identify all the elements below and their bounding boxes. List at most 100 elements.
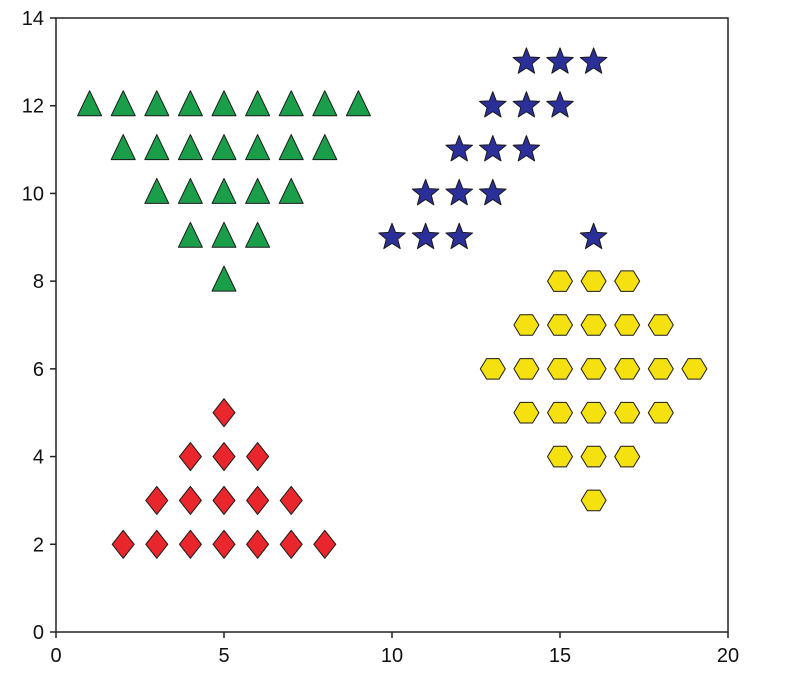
star-point (445, 178, 473, 206)
hexagon-point (547, 270, 573, 292)
y-tick-label: 10 (22, 183, 44, 205)
triangle-point (312, 134, 338, 161)
diamond-point (178, 442, 202, 472)
hexagon-point (513, 401, 540, 424)
triangle-point (177, 221, 203, 248)
diamond-point (145, 485, 169, 515)
star-point (411, 178, 440, 206)
triangle-point (177, 177, 203, 204)
triangle-point (110, 90, 136, 117)
triangle-point (211, 265, 237, 292)
star-point (512, 47, 541, 74)
diamond-point (212, 442, 236, 472)
hexagon-point (580, 489, 607, 512)
diamond-point (246, 529, 270, 559)
x-axis: 0 5 10 15 20 (50, 632, 739, 667)
hexagon-point (614, 445, 641, 468)
star-point (579, 47, 608, 74)
hexagon-point (580, 401, 607, 424)
star-point (479, 178, 507, 206)
y-tick-label: 6 (33, 359, 44, 381)
triangle-point (245, 221, 271, 248)
y-tick-label: 0 (33, 622, 44, 644)
x-tick-label: 0 (50, 645, 61, 667)
hexagon-series (479, 270, 708, 512)
triangle-series (77, 90, 371, 292)
hexagon-point (547, 314, 573, 336)
diamond-point (212, 529, 236, 559)
triangle-point (110, 134, 136, 161)
x-tick-label: 15 (549, 645, 571, 667)
star-series (378, 47, 608, 250)
star-point (546, 91, 574, 118)
diamond-point (145, 529, 169, 559)
hexagon-point (580, 445, 607, 468)
x-tick-label: 5 (218, 645, 229, 667)
hexagon-point (614, 314, 641, 336)
hexagon-point (547, 358, 573, 380)
diamond-point (279, 485, 303, 515)
hexagon-point (681, 358, 708, 380)
star-point (445, 135, 473, 162)
hexagon-point (614, 401, 641, 424)
diamond-point (212, 485, 236, 515)
y-tick-label: 4 (33, 447, 44, 469)
hexagon-point (580, 270, 607, 292)
star-point (445, 222, 473, 250)
star-point (546, 47, 574, 74)
hexagon-point (614, 270, 641, 292)
y-tick-label: 12 (22, 96, 44, 118)
star-point (479, 91, 507, 118)
triangle-point (278, 177, 304, 204)
diamond-point (313, 529, 337, 559)
triangle-point (211, 177, 237, 204)
triangle-point (278, 134, 304, 161)
triangle-point (245, 90, 271, 117)
diamond-point (178, 485, 202, 515)
triangle-point (77, 90, 103, 117)
star-point (512, 91, 541, 118)
hexagon-point (513, 358, 540, 380)
hexagon-point (580, 314, 607, 336)
hexagon-point (647, 314, 674, 336)
y-axis: 0 2 4 6 8 10 12 14 (22, 8, 56, 644)
y-tick-label: 14 (22, 8, 44, 30)
diamond-point (212, 398, 236, 428)
triangle-point (211, 134, 237, 161)
diamond-point (178, 529, 202, 559)
diamond-point (279, 529, 303, 559)
hexagon-point (580, 358, 607, 380)
star-point (579, 222, 608, 250)
y-tick-label: 8 (33, 271, 44, 293)
triangle-point (278, 90, 304, 117)
star-point (479, 135, 507, 162)
triangle-point (245, 134, 271, 161)
triangle-point (245, 177, 271, 204)
hexagon-point (547, 445, 573, 468)
star-point (411, 222, 440, 250)
triangle-point (144, 177, 170, 204)
hexagon-point (647, 401, 674, 424)
triangle-point (144, 90, 170, 117)
triangle-point (177, 90, 203, 117)
hexagon-point (479, 358, 506, 380)
star-point (512, 135, 541, 162)
diamond-point (246, 442, 270, 472)
y-tick-label: 2 (33, 534, 44, 556)
hexagon-point (614, 358, 641, 380)
triangle-point (345, 90, 371, 117)
star-point (378, 222, 406, 250)
x-tick-label: 20 (717, 645, 739, 667)
triangle-point (144, 134, 170, 161)
triangle-point (312, 90, 338, 117)
triangle-point (177, 134, 203, 161)
hexagon-point (647, 358, 674, 380)
triangle-point (211, 90, 237, 117)
data-points (77, 47, 708, 559)
hexagon-point (513, 314, 540, 336)
triangle-point (211, 221, 237, 248)
hexagon-point (547, 401, 573, 424)
diamond-point (246, 485, 270, 515)
diamond-series (111, 398, 337, 559)
